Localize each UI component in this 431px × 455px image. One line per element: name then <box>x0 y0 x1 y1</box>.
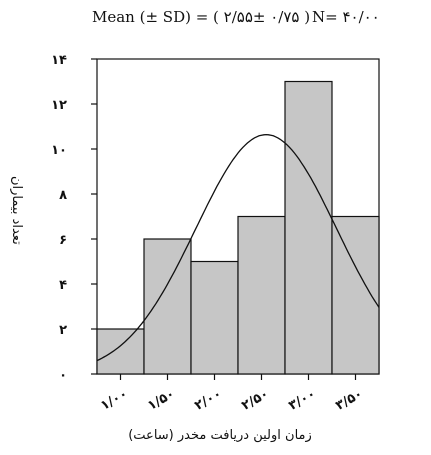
sample-size-label: N= ۴۰/۰۰ <box>312 8 380 26</box>
x-tick-label: ۳/۰۰ <box>286 386 318 413</box>
x-tick-label: ۱/۰۰ <box>98 386 130 413</box>
histogram-bar <box>284 80 333 375</box>
y-axis-label: تعداد بیماران <box>9 175 24 245</box>
x-tick-label: ۱/۵۰ <box>145 386 177 413</box>
histogram-bar <box>237 215 286 375</box>
mean-sd-label: Mean (± SD) = ( ۲/۵۵± ۰/۷۵ ) <box>92 8 311 26</box>
normal-curve-line <box>96 133 380 362</box>
x-tick-label: ۳/۵۰ <box>333 386 365 413</box>
y-tick-label: ۸ <box>59 188 67 203</box>
y-tick-label: ۴ <box>59 278 67 293</box>
y-tick-label: ۲ <box>59 323 67 338</box>
x-axis-label: زمان اولین دریافت مخدر (ساعت) <box>128 428 312 443</box>
x-tick-label: ۲/۰۰ <box>192 386 224 413</box>
histogram-bar <box>96 328 145 375</box>
x-tick-label: ۲/۵۰ <box>239 386 271 413</box>
histogram-bar <box>143 238 192 375</box>
y-tick-label: ۱۰ <box>51 143 67 158</box>
y-tick-label: ۱۴ <box>51 53 67 68</box>
y-tick-label: ۰ <box>59 368 67 383</box>
y-tick-label: ۱۲ <box>51 98 67 113</box>
histogram-bar <box>190 260 239 375</box>
y-tick-label: ۶ <box>59 233 67 248</box>
